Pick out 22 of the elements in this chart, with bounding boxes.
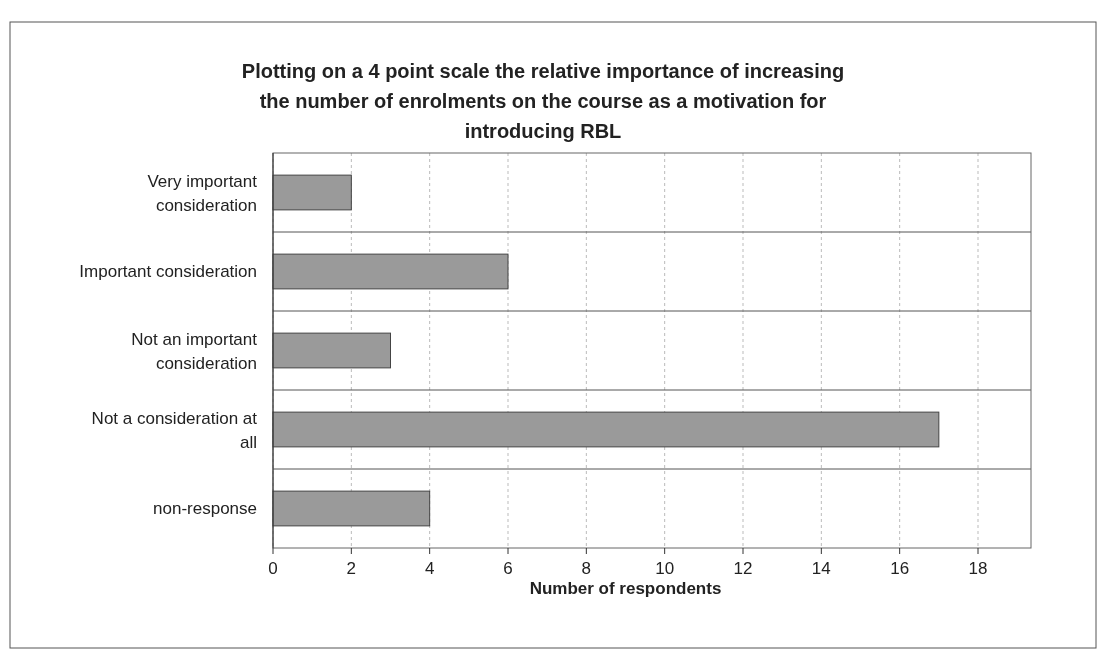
x-tick-label: 8 bbox=[581, 559, 592, 578]
bar bbox=[272, 253, 509, 290]
x-tick-label: 14 bbox=[811, 559, 831, 578]
x-tick-label: 18 bbox=[968, 559, 988, 578]
x-tick-label: 2 bbox=[346, 559, 357, 578]
y-tick-label: Not a consideration at all bbox=[91, 409, 258, 453]
y-tick-label: Important consideration bbox=[79, 262, 257, 282]
y-tick-label: Not an important consideration bbox=[131, 330, 258, 374]
x-tick-label: 4 bbox=[424, 559, 435, 578]
y-tick-label: Very important consideration bbox=[147, 172, 258, 216]
bar bbox=[272, 411, 940, 448]
bar bbox=[272, 332, 391, 369]
x-tick-label: 6 bbox=[503, 559, 513, 578]
y-tick-label: non-response bbox=[153, 499, 257, 519]
chart-title: Plotting on a 4 point scale the relative importance of increasing the number of enrolments on the course as a motivation for introducing RBL bbox=[241, 60, 845, 142]
x-tick-label: 10 bbox=[655, 559, 675, 578]
bar bbox=[272, 174, 352, 211]
x-axis-title: Number of respondents bbox=[529, 579, 722, 598]
x-tick-label: 0 bbox=[268, 559, 278, 578]
x-tick-label: 12 bbox=[733, 559, 753, 578]
bar bbox=[272, 490, 431, 527]
x-tick-label: 16 bbox=[890, 559, 910, 578]
